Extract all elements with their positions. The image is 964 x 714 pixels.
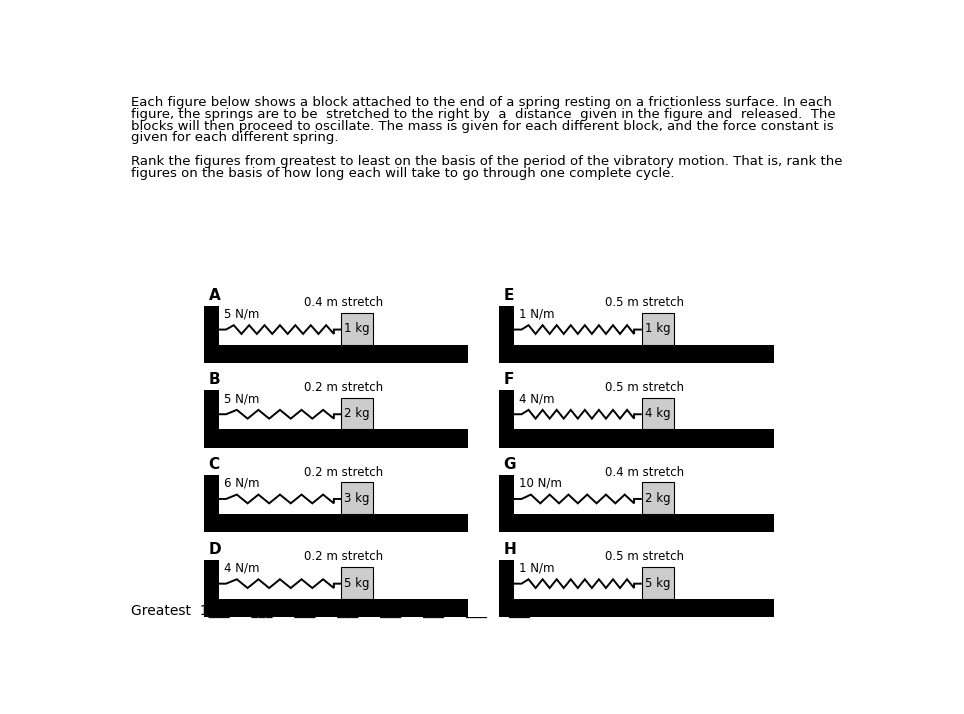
- Text: 0.4 m stretch: 0.4 m stretch: [305, 296, 384, 309]
- Text: figures on the basis of how long each will take to go through one complete cycle: figures on the basis of how long each wi…: [130, 167, 674, 180]
- Text: 2 kg: 2 kg: [344, 407, 370, 420]
- Text: 5 N/m: 5 N/m: [224, 392, 259, 405]
- Text: 4 N/m: 4 N/m: [224, 561, 259, 575]
- Text: Greatest  1___   2___   3___   4___   5___   6___   7___   8___   Leas: Greatest 1___ 2___ 3___ 4___ 5___ 6___ 7…: [130, 604, 575, 618]
- Bar: [498, 306, 514, 345]
- Text: D: D: [208, 542, 221, 557]
- Bar: [341, 567, 373, 599]
- Bar: [498, 345, 774, 363]
- Text: 4 kg: 4 kg: [645, 407, 671, 420]
- Bar: [204, 391, 219, 429]
- Text: 2 kg: 2 kg: [645, 492, 671, 505]
- Text: F: F: [503, 372, 514, 387]
- Bar: [204, 345, 468, 363]
- Text: given for each different spring.: given for each different spring.: [130, 131, 338, 144]
- Bar: [498, 475, 514, 514]
- Bar: [341, 398, 373, 429]
- Bar: [498, 429, 774, 448]
- Text: 0.2 m stretch: 0.2 m stretch: [305, 466, 384, 478]
- Text: 0.2 m stretch: 0.2 m stretch: [305, 381, 384, 394]
- Bar: [498, 514, 774, 532]
- Text: 1 N/m: 1 N/m: [520, 308, 555, 321]
- Text: blocks will then proceed to oscillate. The mass is given for each different bloc: blocks will then proceed to oscillate. T…: [130, 119, 833, 133]
- Bar: [642, 567, 674, 599]
- Text: E: E: [503, 288, 514, 303]
- Text: C: C: [208, 457, 220, 472]
- Bar: [498, 599, 774, 617]
- Bar: [498, 560, 514, 599]
- Text: Each figure below shows a block attached to the end of a spring resting on a fri: Each figure below shows a block attached…: [130, 96, 831, 109]
- Bar: [204, 514, 468, 532]
- Bar: [204, 475, 219, 514]
- Bar: [341, 313, 373, 345]
- Text: 5 kg: 5 kg: [645, 576, 671, 590]
- Bar: [642, 398, 674, 429]
- Text: H: H: [503, 542, 516, 557]
- Text: 0.2 m stretch: 0.2 m stretch: [305, 550, 384, 563]
- Text: 0.5 m stretch: 0.5 m stretch: [605, 550, 684, 563]
- Text: 0.4 m stretch: 0.4 m stretch: [605, 466, 684, 478]
- Bar: [204, 429, 468, 448]
- Text: G: G: [503, 457, 516, 472]
- Text: 0.5 m stretch: 0.5 m stretch: [605, 381, 684, 394]
- Bar: [204, 560, 219, 599]
- Bar: [642, 313, 674, 345]
- Bar: [204, 599, 468, 617]
- Text: 5 kg: 5 kg: [344, 576, 370, 590]
- Bar: [341, 483, 373, 514]
- Text: 4 N/m: 4 N/m: [520, 392, 555, 405]
- Text: figure, the springs are to be  stretched to the right by  a  distance  given in : figure, the springs are to be stretched …: [130, 108, 835, 121]
- Text: 1 kg: 1 kg: [645, 323, 671, 336]
- Text: B: B: [208, 372, 220, 387]
- Text: 1 N/m: 1 N/m: [520, 561, 555, 575]
- Text: 0.5 m stretch: 0.5 m stretch: [605, 296, 684, 309]
- Text: 10 N/m: 10 N/m: [520, 477, 562, 490]
- Bar: [642, 483, 674, 514]
- Text: 6 N/m: 6 N/m: [224, 477, 259, 490]
- Bar: [498, 391, 514, 429]
- Text: 1 kg: 1 kg: [344, 323, 370, 336]
- Text: 3 kg: 3 kg: [344, 492, 370, 505]
- Text: A: A: [208, 288, 221, 303]
- Bar: [204, 306, 219, 345]
- Text: Rank the figures from greatest to least on the basis of the period of the vibrat: Rank the figures from greatest to least …: [130, 155, 843, 168]
- Text: 5 N/m: 5 N/m: [224, 308, 259, 321]
